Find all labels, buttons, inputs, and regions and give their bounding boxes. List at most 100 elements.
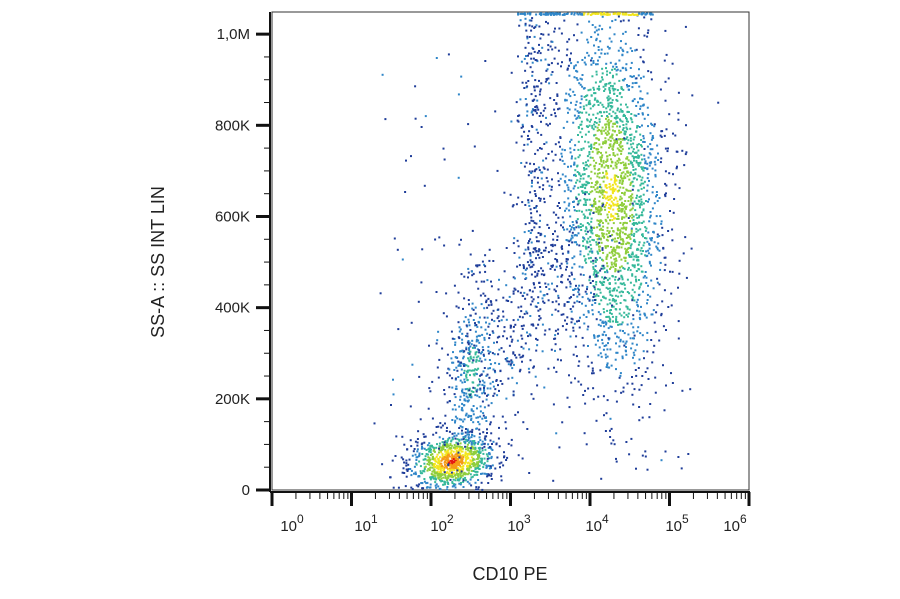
event-dot: [405, 459, 408, 462]
event-dot: [602, 322, 605, 324]
event-dot: [460, 468, 463, 471]
event-dot: [435, 291, 438, 293]
event-dot: [570, 226, 573, 229]
event-dot: [610, 205, 612, 208]
event-dot: [633, 232, 636, 235]
event-dot: [608, 291, 611, 294]
event-dot: [535, 128, 538, 131]
event-dot: [578, 209, 581, 212]
event-dot: [460, 450, 463, 453]
event-dot: [480, 472, 482, 475]
event-dot: [618, 312, 621, 315]
event-dot: [537, 166, 540, 169]
event-dot: [601, 205, 604, 208]
event-dot: [617, 217, 620, 220]
event-dot: [610, 178, 613, 181]
event-dot: [492, 415, 495, 418]
event-dot: [489, 439, 492, 442]
event-dot: [449, 463, 452, 466]
event-dot: [581, 210, 583, 213]
event-dot: [670, 372, 672, 375]
event-dot: [582, 162, 585, 165]
event-dot: [665, 192, 667, 195]
event-dot: [469, 314, 472, 317]
event-dot: [586, 94, 589, 97]
event-dot: [426, 486, 429, 489]
event-dot: [459, 483, 462, 486]
event-dot: [592, 285, 595, 287]
event-dot: [613, 176, 616, 179]
event-dot: [469, 356, 472, 359]
event-dot: [516, 265, 519, 268]
event-dot: [451, 438, 454, 441]
event-dot: [462, 477, 465, 480]
event-dot: [622, 282, 625, 285]
event-dot: [610, 261, 613, 264]
event-dot: [474, 330, 477, 333]
event-dot: [466, 455, 469, 457]
event-dot: [500, 347, 503, 350]
event-dot: [650, 18, 653, 21]
event-dot: [607, 165, 609, 167]
event-dot: [489, 421, 492, 424]
event-dot: [589, 163, 592, 166]
event-dot: [473, 440, 476, 442]
event-dot: [620, 246, 623, 249]
event-dot: [547, 13, 550, 16]
event-dot: [466, 452, 469, 455]
event-dot: [637, 326, 640, 329]
event-dot: [559, 267, 562, 270]
event-dot: [535, 236, 538, 239]
event-dot: [619, 12, 622, 15]
event-dot: [590, 361, 593, 364]
event-dot: [653, 123, 656, 126]
event-dot: [528, 264, 531, 267]
event-dot: [513, 287, 516, 290]
event-dot: [573, 255, 576, 258]
event-dot: [428, 450, 431, 453]
event-dot: [601, 247, 604, 250]
event-dot: [474, 394, 477, 397]
event-dot: [551, 265, 554, 268]
event-dot: [436, 453, 439, 456]
event-dot: [425, 482, 428, 485]
event-dot: [633, 238, 636, 241]
event-dot: [429, 390, 432, 393]
event-dot: [636, 178, 638, 181]
event-dot: [435, 455, 438, 458]
event-dot: [616, 159, 619, 162]
event-dot: [651, 167, 654, 170]
event-dot: [600, 158, 602, 161]
event-dot: [615, 73, 618, 76]
event-dot: [590, 229, 593, 232]
event-dot: [574, 169, 577, 172]
event-dot: [628, 13, 631, 16]
event-dot: [462, 307, 464, 310]
event-dot: [603, 129, 606, 132]
event-dot: [395, 435, 398, 438]
event-dot: [624, 247, 627, 250]
event-dot: [538, 186, 541, 189]
event-dot: [595, 73, 598, 76]
event-dot: [469, 394, 472, 396]
event-dot: [577, 202, 580, 205]
event-dot: [476, 463, 478, 466]
event-dot: [621, 110, 624, 113]
event-dot: [557, 108, 559, 111]
event-dot: [506, 360, 509, 363]
event-dot: [596, 335, 599, 338]
event-dot: [450, 468, 453, 471]
event-dot: [612, 167, 615, 170]
event-dot: [528, 12, 531, 15]
event-dot: [612, 288, 615, 290]
event-dot: [626, 142, 629, 145]
event-dot: [479, 374, 482, 377]
event-dot: [570, 271, 573, 274]
event-dot: [449, 470, 452, 473]
event-dot: [543, 143, 546, 145]
event-dot: [476, 388, 479, 391]
event-dot: [622, 50, 625, 53]
event-dot: [621, 180, 624, 183]
event-dot: [568, 74, 571, 77]
event-dot: [636, 309, 638, 312]
